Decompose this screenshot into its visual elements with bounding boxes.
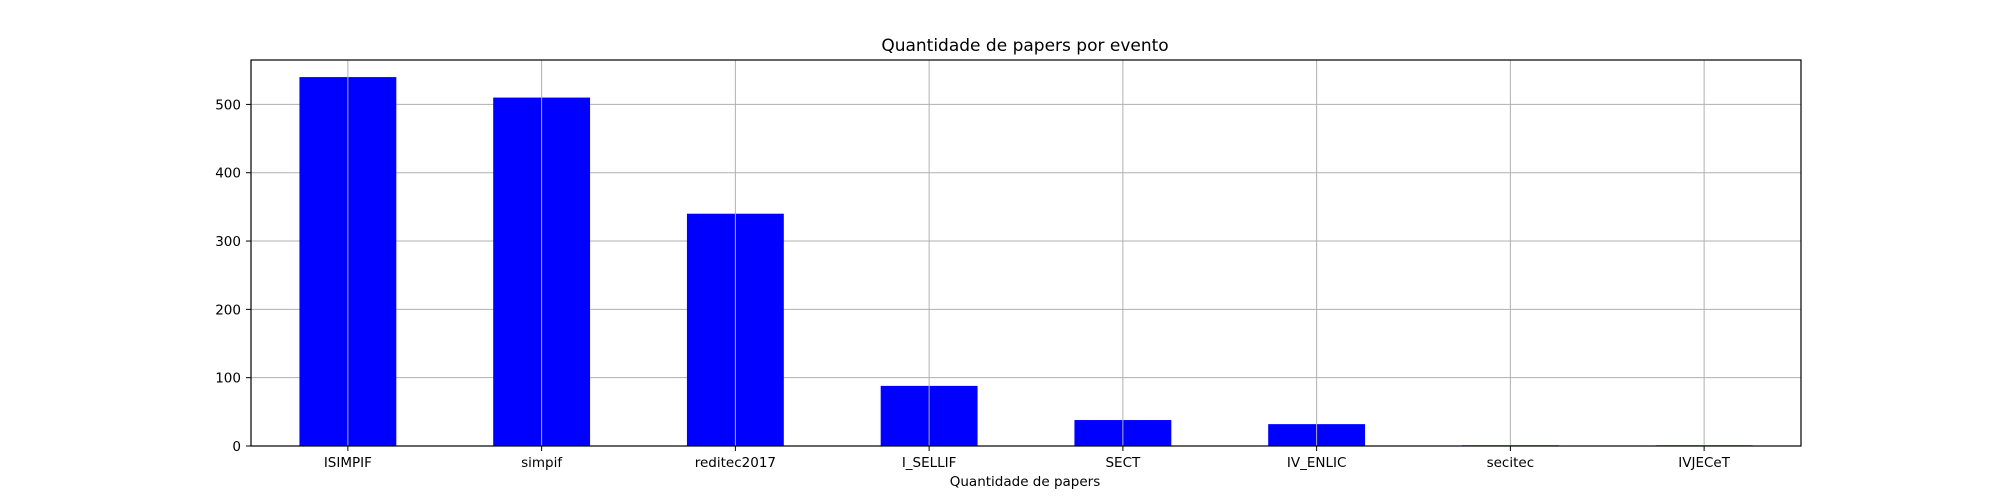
grid [251,103,1801,447]
x-axis-label: Quantidade de papers [950,474,1101,490]
y-tick-label: 0 [232,439,241,455]
y-tick-label: 500 [215,97,241,113]
x-tick-label: I_SELLIF [902,455,957,471]
x-tick-label: IVJECeT [1678,455,1730,471]
y-axis-ticks: 0 100 200 300 400 500 [215,97,251,455]
plot-frame [250,59,1802,447]
y-tick-label: 300 [215,234,241,250]
y-tick-label: 100 [215,371,241,387]
chart-title: Quantidade de papers por evento [881,36,1168,56]
y-tick-label: 200 [215,302,241,318]
x-tick-label: reditec2017 [695,455,776,471]
x-axis-ticks: ISIMPIF simpif reditec2017 I_SELLIF SECT IV_E… [324,446,1731,471]
bars [299,60,1753,446]
x-tick-label: IV_ENLIC [1287,455,1347,471]
y-tick-label: 400 [215,166,241,182]
x-tick-label: SECT [1105,455,1141,471]
x-tick-label: secitec [1487,455,1535,471]
x-tick-label: ISIMPIF [324,455,372,471]
x-tick-label: simpif [521,455,563,471]
